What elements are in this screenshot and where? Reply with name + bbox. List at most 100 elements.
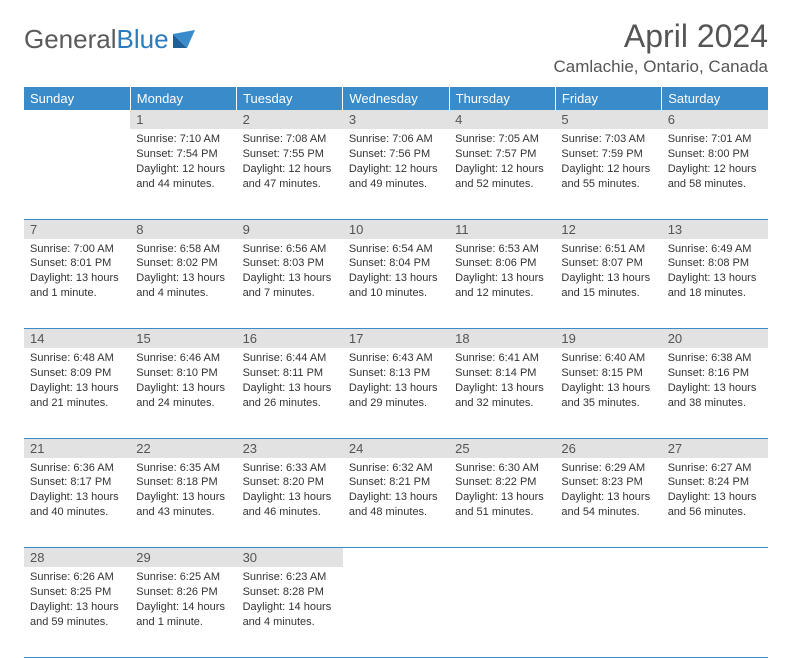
sunset-text: Sunset: 8:26 PM	[136, 585, 230, 600]
sunset-text: Sunset: 8:21 PM	[349, 475, 443, 490]
day-number-row: 21222324252627	[24, 438, 768, 458]
sunrise-text: Sunrise: 6:33 AM	[243, 461, 337, 476]
daylight-text: and 7 minutes.	[243, 286, 337, 301]
daylight-text: Daylight: 13 hours	[349, 271, 443, 286]
day-cell: Sunrise: 6:54 AMSunset: 8:04 PMDaylight:…	[343, 239, 449, 329]
sunrise-text: Sunrise: 6:38 AM	[668, 351, 762, 366]
day-cell: Sunrise: 6:30 AMSunset: 8:22 PMDaylight:…	[449, 458, 555, 548]
day-number-cell: 24	[343, 438, 449, 458]
daylight-text: and 46 minutes.	[243, 505, 337, 520]
sunset-text: Sunset: 8:04 PM	[349, 256, 443, 271]
daylight-text: and 54 minutes.	[561, 505, 655, 520]
day-cell: Sunrise: 6:49 AMSunset: 8:08 PMDaylight:…	[662, 239, 768, 329]
day-cell	[343, 567, 449, 657]
sunset-text: Sunset: 7:59 PM	[561, 147, 655, 162]
day-cell	[555, 567, 661, 657]
sunrise-text: Sunrise: 6:44 AM	[243, 351, 337, 366]
daylight-text: Daylight: 14 hours	[243, 600, 337, 615]
sunrise-text: Sunrise: 6:25 AM	[136, 570, 230, 585]
day-number-cell: 7	[24, 219, 130, 239]
weekday-header: Sunday	[24, 87, 130, 110]
daylight-text: and 48 minutes.	[349, 505, 443, 520]
day-number-cell: 4	[449, 110, 555, 129]
day-number-cell: 6	[662, 110, 768, 129]
day-cell: Sunrise: 6:41 AMSunset: 8:14 PMDaylight:…	[449, 348, 555, 438]
day-number-cell: 13	[662, 219, 768, 239]
day-cell: Sunrise: 7:06 AMSunset: 7:56 PMDaylight:…	[343, 129, 449, 219]
day-cell: Sunrise: 6:23 AMSunset: 8:28 PMDaylight:…	[237, 567, 343, 657]
day-number-cell	[449, 548, 555, 568]
sunrise-text: Sunrise: 7:03 AM	[561, 132, 655, 147]
daylight-text: and 4 minutes.	[136, 286, 230, 301]
daylight-text: Daylight: 13 hours	[561, 381, 655, 396]
day-number-cell	[24, 110, 130, 129]
sunrise-text: Sunrise: 6:40 AM	[561, 351, 655, 366]
day-number-cell: 5	[555, 110, 661, 129]
daylight-text: and 29 minutes.	[349, 396, 443, 411]
daylight-text: Daylight: 12 hours	[349, 162, 443, 177]
daylight-text: Daylight: 13 hours	[30, 381, 124, 396]
weekday-header: Friday	[555, 87, 661, 110]
sunset-text: Sunset: 8:17 PM	[30, 475, 124, 490]
day-number-cell: 25	[449, 438, 555, 458]
daylight-text: Daylight: 13 hours	[561, 490, 655, 505]
day-number-cell: 12	[555, 219, 661, 239]
daylight-text: Daylight: 13 hours	[349, 381, 443, 396]
day-cell: Sunrise: 7:00 AMSunset: 8:01 PMDaylight:…	[24, 239, 130, 329]
daylight-text: and 15 minutes.	[561, 286, 655, 301]
day-number-cell: 28	[24, 548, 130, 568]
sunrise-text: Sunrise: 6:58 AM	[136, 242, 230, 257]
daylight-text: and 12 minutes.	[455, 286, 549, 301]
sunset-text: Sunset: 8:09 PM	[30, 366, 124, 381]
day-body-row: Sunrise: 6:26 AMSunset: 8:25 PMDaylight:…	[24, 567, 768, 657]
sunrise-text: Sunrise: 7:08 AM	[243, 132, 337, 147]
daylight-text: Daylight: 13 hours	[668, 490, 762, 505]
daylight-text: Daylight: 13 hours	[455, 490, 549, 505]
day-number-cell: 18	[449, 329, 555, 349]
sunrise-text: Sunrise: 6:35 AM	[136, 461, 230, 476]
weekday-header: Saturday	[662, 87, 768, 110]
daylight-text: Daylight: 13 hours	[668, 271, 762, 286]
daylight-text: Daylight: 13 hours	[30, 271, 124, 286]
day-cell: Sunrise: 6:58 AMSunset: 8:02 PMDaylight:…	[130, 239, 236, 329]
daylight-text: Daylight: 12 hours	[668, 162, 762, 177]
sunset-text: Sunset: 8:08 PM	[668, 256, 762, 271]
daylight-text: and 18 minutes.	[668, 286, 762, 301]
day-number-cell: 9	[237, 219, 343, 239]
sunset-text: Sunset: 8:11 PM	[243, 366, 337, 381]
day-body-row: Sunrise: 7:00 AMSunset: 8:01 PMDaylight:…	[24, 239, 768, 329]
day-number-cell: 27	[662, 438, 768, 458]
day-number-cell	[555, 548, 661, 568]
daylight-text: and 4 minutes.	[243, 615, 337, 630]
sunset-text: Sunset: 8:06 PM	[455, 256, 549, 271]
sunset-text: Sunset: 8:15 PM	[561, 366, 655, 381]
daylight-text: and 52 minutes.	[455, 177, 549, 192]
day-cell: Sunrise: 6:36 AMSunset: 8:17 PMDaylight:…	[24, 458, 130, 548]
sunrise-text: Sunrise: 6:29 AM	[561, 461, 655, 476]
daylight-text: and 1 minute.	[136, 615, 230, 630]
daylight-text: and 44 minutes.	[136, 177, 230, 192]
day-number-row: 14151617181920	[24, 329, 768, 349]
daylight-text: Daylight: 14 hours	[136, 600, 230, 615]
daylight-text: Daylight: 13 hours	[455, 271, 549, 286]
day-cell: Sunrise: 6:29 AMSunset: 8:23 PMDaylight:…	[555, 458, 661, 548]
sunset-text: Sunset: 8:01 PM	[30, 256, 124, 271]
daylight-text: Daylight: 13 hours	[349, 490, 443, 505]
sunset-text: Sunset: 8:10 PM	[136, 366, 230, 381]
day-cell: Sunrise: 6:43 AMSunset: 8:13 PMDaylight:…	[343, 348, 449, 438]
daylight-text: and 47 minutes.	[243, 177, 337, 192]
sunset-text: Sunset: 8:23 PM	[561, 475, 655, 490]
sunset-text: Sunset: 8:28 PM	[243, 585, 337, 600]
weekday-header: Tuesday	[237, 87, 343, 110]
sunrise-text: Sunrise: 6:51 AM	[561, 242, 655, 257]
sunset-text: Sunset: 8:13 PM	[349, 366, 443, 381]
day-body-row: Sunrise: 7:10 AMSunset: 7:54 PMDaylight:…	[24, 129, 768, 219]
sunrise-text: Sunrise: 6:26 AM	[30, 570, 124, 585]
daylight-text: Daylight: 13 hours	[30, 490, 124, 505]
sunrise-text: Sunrise: 6:46 AM	[136, 351, 230, 366]
day-cell: Sunrise: 7:10 AMSunset: 7:54 PMDaylight:…	[130, 129, 236, 219]
day-cell: Sunrise: 6:53 AMSunset: 8:06 PMDaylight:…	[449, 239, 555, 329]
calendar-table: Sunday Monday Tuesday Wednesday Thursday…	[24, 87, 768, 658]
daylight-text: Daylight: 12 hours	[243, 162, 337, 177]
sunset-text: Sunset: 7:54 PM	[136, 147, 230, 162]
